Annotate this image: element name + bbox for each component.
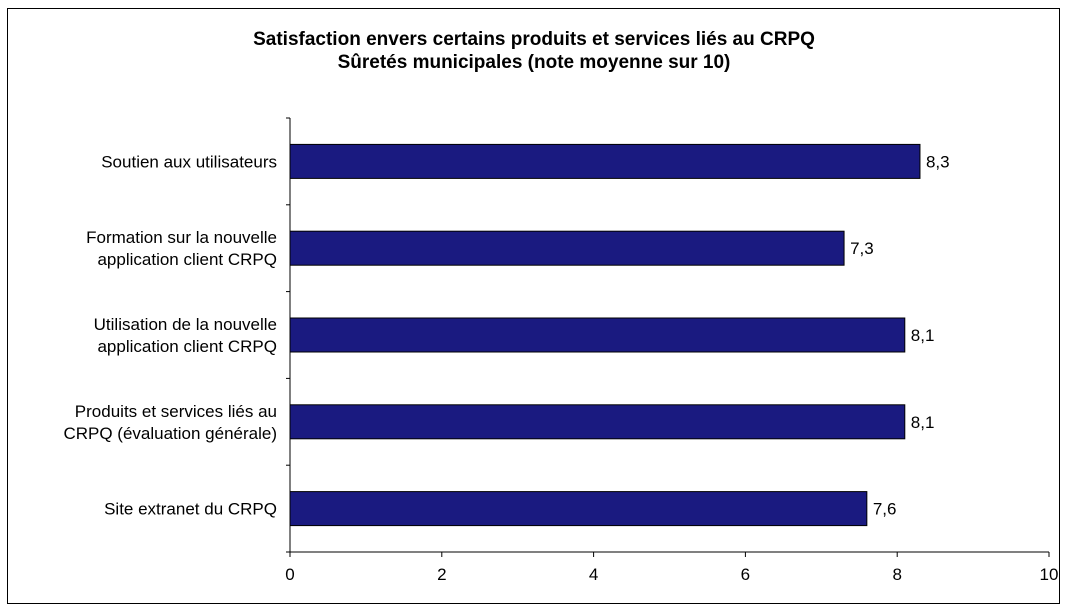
data-label: 8,1 bbox=[911, 326, 935, 345]
data-label: 8,3 bbox=[926, 152, 950, 171]
data-label: 7,3 bbox=[850, 239, 874, 258]
data-label: 7,6 bbox=[873, 500, 897, 519]
chart-title-block: Satisfaction envers certains produits et… bbox=[0, 28, 1068, 74]
plot-area: 0 2 4 6 8 10 8,3 Soutien aux utilisateurs 7,3 For… bbox=[63, 117, 1059, 584]
x-tick-label: 4 bbox=[589, 565, 598, 584]
category-label: Utilisation de la nouvelle bbox=[94, 315, 277, 334]
category-label: application client CRPQ bbox=[97, 250, 277, 269]
x-tick-label: 8 bbox=[892, 565, 901, 584]
data-label: 8,1 bbox=[911, 413, 935, 432]
bar bbox=[289, 404, 906, 440]
bar bbox=[289, 143, 921, 179]
category-label: Site extranet du CRPQ bbox=[104, 500, 277, 519]
bar bbox=[289, 317, 906, 353]
bar bbox=[289, 491, 868, 527]
category-label: application client CRPQ bbox=[97, 337, 277, 356]
category-label: Produits et services liés au bbox=[75, 402, 277, 421]
category-label: Soutien aux utilisateurs bbox=[101, 152, 277, 171]
bar bbox=[289, 230, 845, 266]
x-tick-label: 6 bbox=[741, 565, 750, 584]
category-label: CRPQ (évaluation générale) bbox=[63, 424, 277, 443]
chart-title: Satisfaction envers certains produits et… bbox=[253, 29, 815, 50]
chart-subtitle: Sûretés municipales (note moyenne sur 10… bbox=[337, 52, 731, 73]
x-tick-label: 2 bbox=[437, 565, 446, 584]
category-label: Formation sur la nouvelle bbox=[86, 228, 277, 247]
x-tick-label: 10 bbox=[1040, 565, 1059, 584]
x-tick-label: 0 bbox=[285, 565, 294, 584]
